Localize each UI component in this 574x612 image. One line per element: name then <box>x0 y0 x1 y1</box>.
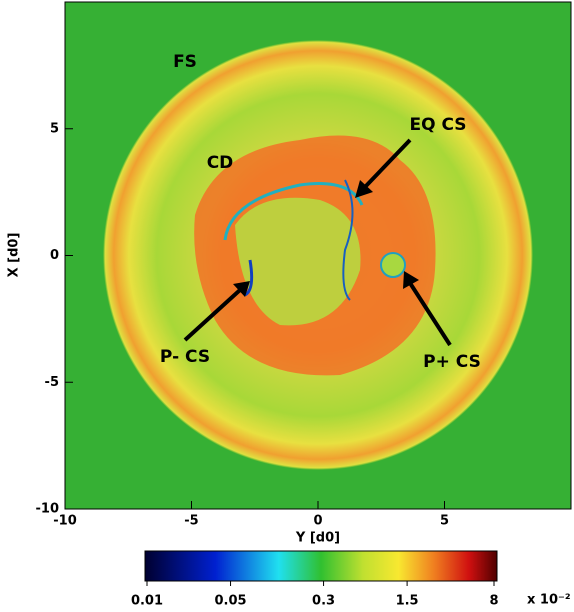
arrows <box>183 138 452 347</box>
annotation: FS <box>173 52 197 72</box>
annotation: P- CS <box>160 347 210 367</box>
colorbar-tick-label: 0.3 <box>312 594 335 609</box>
annotation: P+ CS <box>423 352 481 372</box>
y-tick-label: -5 <box>45 375 59 390</box>
x-tick-label: -10 <box>53 514 77 529</box>
colorbar-label: x 10⁻² <box>527 593 571 608</box>
x-tick-label: 0 <box>313 514 322 529</box>
colorbar-tick-label: 8 <box>489 594 498 609</box>
simulation-image <box>65 2 571 509</box>
y-tick-label: 5 <box>50 121 59 136</box>
x-tick-label: 5 <box>440 514 449 529</box>
y-tick-label: -10 <box>36 502 60 517</box>
annotation: EQ CS <box>409 115 466 135</box>
y-axis-label: X [d0] <box>7 233 22 278</box>
x-axis-label: Y [d0] <box>295 531 340 546</box>
colorbar-tick-label: 1.5 <box>396 594 419 609</box>
colorbar-tick-label: 0.05 <box>215 594 247 609</box>
annotation: CD <box>207 153 234 173</box>
x-tick-label: -5 <box>184 514 198 529</box>
colorbar <box>144 550 498 582</box>
colorbar-tick-label: 0.01 <box>131 594 163 609</box>
y-tick-label: 0 <box>50 248 59 263</box>
